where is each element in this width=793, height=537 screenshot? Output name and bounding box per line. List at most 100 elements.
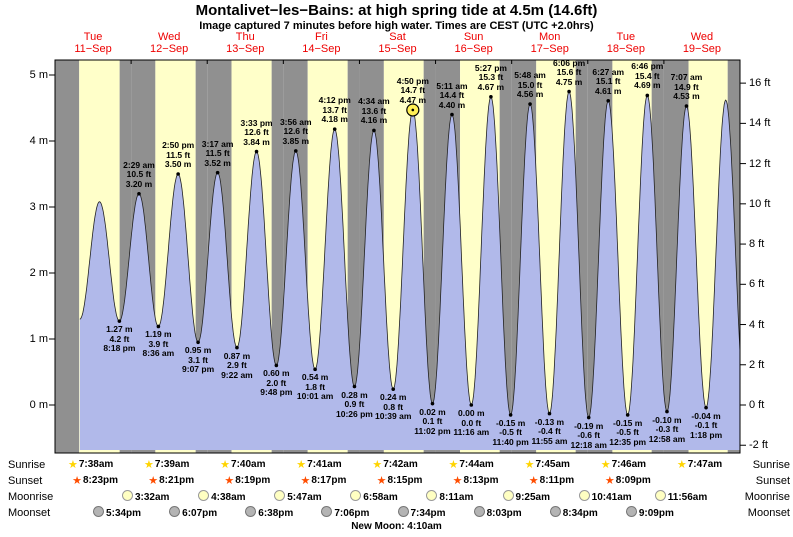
- tide-label-line: 0.8 ft: [383, 401, 404, 412]
- low-tide-label: -0.15 m -0.5 ft 11:40 pm: [488, 418, 534, 448]
- sunrise-entry: ★7:45am: [525, 458, 570, 471]
- day-name: Sat: [389, 31, 406, 43]
- moonrise-moon-icon: [274, 490, 286, 501]
- extreme-dot: [235, 345, 239, 350]
- moonset-moon-icon: [169, 506, 181, 517]
- day-date: 11−Sep: [74, 43, 112, 55]
- moonrise-entry: 8:11am: [426, 490, 473, 504]
- moonrise-entry: 4:38am: [198, 490, 246, 504]
- moonset-moon-icon: [625, 506, 637, 517]
- moonset-moon-icon: [397, 506, 409, 517]
- sunrise-star-icon: ★: [296, 458, 307, 471]
- sunset-star-icon: ★: [376, 474, 387, 487]
- left-axis-label: 4 m: [29, 135, 48, 147]
- day-date: 15−Sep: [378, 43, 417, 55]
- extreme-dot: [586, 415, 591, 420]
- extreme-dot: [176, 172, 180, 176]
- high-tide-label: 3:56 am 12.6 ft 3.85 m: [273, 117, 319, 147]
- low-tide-label: 0.95 m 3.1 ft 9:07 pm: [175, 346, 221, 375]
- tide-label-line: 3.52 m: [204, 157, 231, 168]
- tide-label-line: -0.15 m: [613, 417, 643, 428]
- tide-label-line: -0.3 ft: [655, 424, 679, 435]
- tide-area: [79, 91, 741, 450]
- extreme-dot: [215, 170, 220, 175]
- night-band: [347, 60, 360, 453]
- tide-label-line: 3:17 am: [201, 138, 234, 149]
- low-tide-label: 0.54 m 1.8 ft 10:01 am: [292, 373, 338, 402]
- day-header: Sun 16−Sep: [436, 31, 512, 55]
- sunrise-star-icon: ★: [676, 458, 687, 471]
- tide-label-line: 0.87 m: [223, 350, 251, 361]
- night-band: [499, 60, 512, 453]
- sunset-row-label-right: Sunset: [755, 475, 790, 487]
- moonrise-time: 4:38am: [211, 492, 246, 503]
- tide-label-line: 4.2 ft: [109, 333, 130, 344]
- low-tide-label: -0.13 m -0.4 ft 11:55 am: [526, 416, 572, 447]
- tide-label-line: 0.95 m: [184, 345, 212, 356]
- tide-label-line: 11:16 am: [453, 427, 490, 437]
- capture-marker-center: [411, 108, 415, 112]
- moonrise-time: 8:11am: [439, 492, 474, 503]
- plot-frame: [54, 59, 741, 454]
- night-band: [271, 60, 284, 453]
- sunset-star-icon: ★: [300, 474, 311, 487]
- tide-label-line: 12:18 am: [570, 439, 607, 450]
- tide-label-line: 3.1 ft: [188, 354, 208, 365]
- tide-label-line: 4.61 m: [594, 85, 622, 96]
- sunrise-time: 7:45am: [535, 459, 570, 470]
- sunset-time: 8:13pm: [463, 475, 499, 486]
- extreme-dot: [117, 319, 122, 323]
- extreme-dot: [567, 89, 571, 94]
- moonrise-moon-icon: [578, 490, 590, 501]
- tide-label-line: -0.13 m: [534, 416, 565, 427]
- left-axis-label: 5 m: [29, 69, 48, 81]
- moonrise-entry: 9:25am: [502, 490, 550, 504]
- high-tide-label: 3:17 am 11.5 ft 3.52 m: [195, 138, 241, 169]
- high-tide-label: 5:27 pm 15.3 ft 4.67 m: [468, 63, 514, 93]
- extreme-dot: [625, 413, 630, 417]
- tide-label-line: 3.84 m: [243, 136, 270, 147]
- day-name: Wed: [690, 31, 714, 43]
- tide-label-line: 0.0 ft: [461, 417, 482, 428]
- tide-label-line: 12.6 ft: [244, 127, 269, 138]
- sunset-entry: ★8:21pm: [148, 474, 194, 487]
- moonset-row-label-left: Moonset: [8, 507, 51, 519]
- right-axis-label: 4 ft: [749, 318, 765, 331]
- extreme-dot: [528, 102, 532, 106]
- low-tide-label: 0.87 m 2.9 ft 9:22 am: [214, 350, 260, 381]
- sunrise-entry: ★7:38am: [68, 458, 113, 471]
- tide-label-line: 14.4 ft: [439, 90, 465, 101]
- sunrise-entry: ★7:41am: [296, 458, 341, 471]
- tide-label-line: 3.20 m: [125, 178, 153, 189]
- tide-label-line: 5:48 am: [514, 70, 546, 81]
- sunrise-time: 7:40am: [231, 459, 266, 470]
- high-tide-label: 4:50 pm 14.7 ft 4.47 m: [390, 76, 436, 106]
- moonset-moon-icon: [245, 506, 257, 517]
- sunrise-star-icon: ★: [524, 458, 535, 471]
- tide-label-line: 10:39 am: [375, 411, 412, 422]
- sunset-time: 8:23pm: [83, 475, 119, 486]
- low-tide-label: -0.10 m -0.3 ft 12:58 am: [644, 415, 690, 445]
- sunrise-entry: ★7:46am: [601, 458, 646, 471]
- sunset-time: 8:15pm: [387, 475, 423, 486]
- right-axis-label: -2 ft: [749, 439, 768, 452]
- day-header: Thu 13−Sep: [207, 31, 283, 55]
- day-header: Mon 17−Sep: [512, 31, 588, 55]
- moonrise-moon-icon: [121, 490, 133, 501]
- day-header: Sat 15−Sep: [359, 31, 435, 55]
- sunset-time: 8:17pm: [311, 475, 347, 486]
- day-date: 17−Sep: [530, 43, 569, 55]
- moonset-time: 8:03pm: [486, 508, 522, 519]
- tide-label-line: 11.5 ft: [166, 149, 191, 160]
- tide-label-line: 0.9 ft: [344, 399, 365, 410]
- chart-subtitle: Image captured 7 minutes before high wat…: [199, 20, 594, 32]
- sunrise-entry: ★7:42am: [372, 458, 417, 471]
- sunrise-star-icon: ★: [448, 458, 459, 471]
- tide-label-line: 9:22 am: [221, 369, 253, 380]
- moonrise-time: 10:41am: [591, 492, 632, 503]
- tide-label-line: 11:55 am: [531, 435, 568, 446]
- sunrise-time: 7:42am: [383, 459, 418, 470]
- day-header: Wed 12−Sep: [131, 31, 207, 55]
- extreme-dot: [352, 384, 357, 389]
